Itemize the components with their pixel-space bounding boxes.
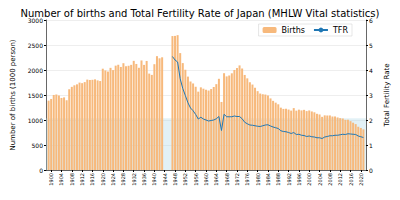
svg-text:1: 1 <box>369 142 373 149</box>
svg-text:Total Fertility Rate: Total Fertility Rate <box>383 63 391 127</box>
svg-text:1976: 1976 <box>244 173 250 186</box>
svg-text:0: 0 <box>369 167 373 174</box>
svg-text:1980: 1980 <box>255 173 261 186</box>
svg-text:2500: 2500 <box>28 42 43 49</box>
svg-text:1984: 1984 <box>265 173 271 186</box>
svg-text:1904: 1904 <box>58 173 64 186</box>
svg-text:2000: 2000 <box>28 67 43 74</box>
svg-text:1932: 1932 <box>131 173 137 186</box>
svg-text:1912: 1912 <box>79 173 85 186</box>
svg-text:1500: 1500 <box>28 92 43 99</box>
svg-text:1944: 1944 <box>162 173 168 186</box>
svg-text:1948: 1948 <box>172 173 178 186</box>
svg-text:2: 2 <box>369 117 373 124</box>
svg-text:1952: 1952 <box>182 173 188 186</box>
svg-text:1960: 1960 <box>203 173 209 186</box>
svg-text:1908: 1908 <box>69 173 75 186</box>
svg-text:1996: 1996 <box>296 173 302 186</box>
svg-text:1000: 1000 <box>28 117 43 124</box>
svg-text:1956: 1956 <box>193 173 199 186</box>
svg-text:500: 500 <box>32 142 44 149</box>
svg-text:Number of births and Total Fer: Number of births and Total Fertility Rat… <box>21 8 380 19</box>
svg-text:1916: 1916 <box>89 173 95 186</box>
svg-text:1924: 1924 <box>110 173 116 186</box>
svg-text:2016: 2016 <box>348 173 354 186</box>
svg-text:1940: 1940 <box>151 173 157 186</box>
svg-text:4: 4 <box>369 67 373 74</box>
svg-text:1988: 1988 <box>275 173 281 186</box>
svg-text:2012: 2012 <box>337 173 343 186</box>
svg-text:6: 6 <box>369 16 373 24</box>
svg-text:3000: 3000 <box>27 16 43 24</box>
svg-text:1968: 1968 <box>224 173 230 186</box>
svg-text:1928: 1928 <box>120 173 126 186</box>
svg-text:Births: Births <box>282 26 305 35</box>
svg-text:5: 5 <box>369 42 373 49</box>
svg-text:3: 3 <box>369 92 373 99</box>
svg-text:0: 0 <box>39 167 43 174</box>
svg-text:1936: 1936 <box>141 173 147 186</box>
svg-text:2004: 2004 <box>317 173 323 186</box>
svg-text:1964: 1964 <box>213 173 219 186</box>
svg-text:TFR: TFR <box>332 26 348 35</box>
svg-text:2000: 2000 <box>306 173 312 186</box>
svg-text:1900: 1900 <box>48 173 54 186</box>
svg-text:1920: 1920 <box>100 173 106 186</box>
svg-text:1972: 1972 <box>234 173 240 186</box>
svg-text:1992: 1992 <box>286 173 292 186</box>
svg-text:2020: 2020 <box>358 173 364 186</box>
svg-text:2008: 2008 <box>327 173 333 186</box>
svg-text:Number of births (1000 person): Number of births (1000 person) <box>9 39 17 150</box>
